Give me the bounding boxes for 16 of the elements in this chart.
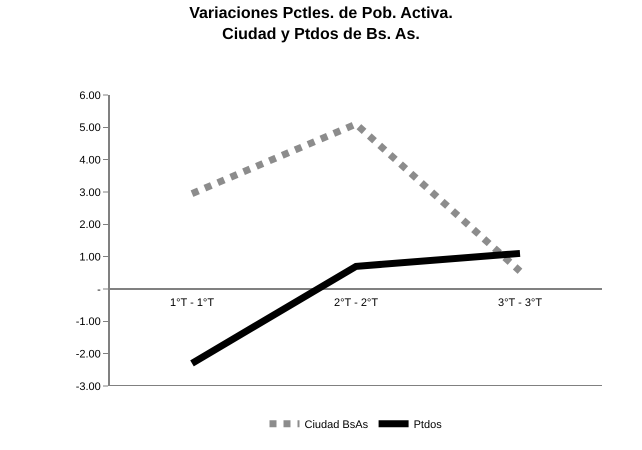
x-tick-label: 3°T - 3°T [498, 297, 542, 309]
chart-title: Variaciones Pctles. de Pob. Activa. Ciudad y Ptdos de Bs. As. [189, 5, 453, 43]
y-tick-label: -1.00 [76, 316, 101, 328]
legend-label: Ptdos [414, 419, 442, 432]
y-tick-label: 6.00 [79, 90, 101, 102]
y-tick-label: - [97, 284, 102, 296]
y-tick-label: 5.00 [79, 122, 101, 134]
y-tick-label: 4.00 [79, 154, 101, 167]
x-tick-label: 2°T - 2°T [334, 297, 378, 309]
y-tick-label: -2.00 [76, 348, 101, 361]
y-tick-label: 3.00 [79, 186, 101, 199]
x-tick-label: 1°T - 1°T [170, 297, 214, 309]
legend-label: Ciudad BsAs [304, 419, 369, 432]
y-tick-label: 1.00 [79, 252, 101, 264]
y-tick-label: 2.00 [79, 219, 101, 232]
y-tick-label: -3.00 [76, 380, 101, 393]
